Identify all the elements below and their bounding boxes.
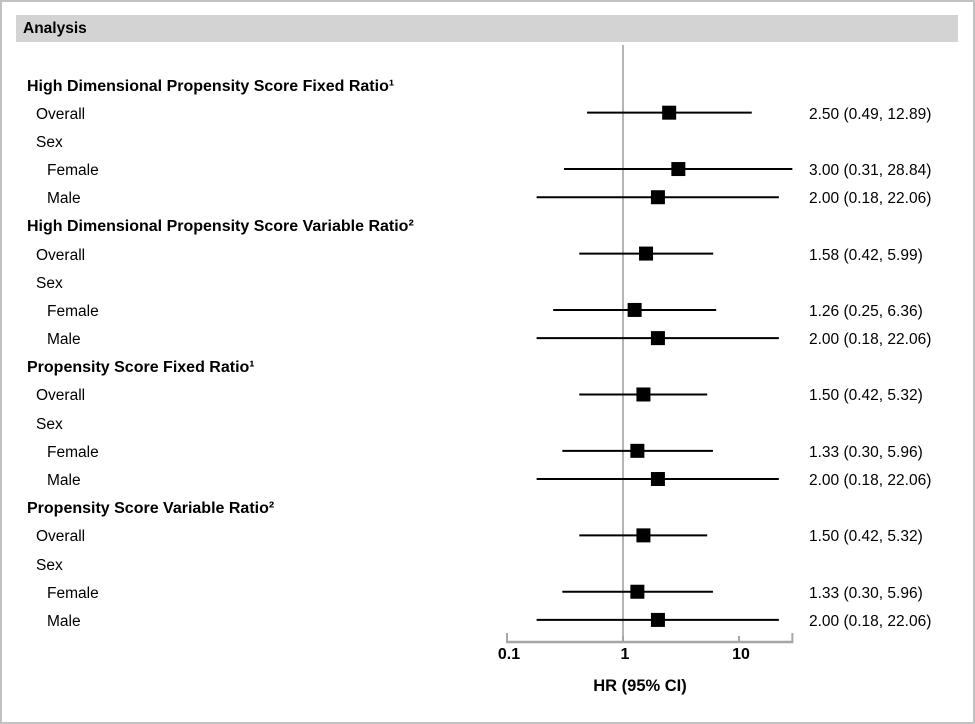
analysis-group-label: Propensity Score Variable Ratio² [27, 500, 275, 518]
analysis-row-label: Sex [36, 556, 63, 574]
point-marker [671, 162, 686, 177]
analysis-group-label: High Dimensional Propensity Score Variab… [27, 218, 414, 236]
estimate-value: 2.00 (0.18, 22.06) [809, 612, 932, 630]
analysis-row-label: Overall [36, 387, 86, 405]
analysis-row-label: Overall [36, 528, 86, 546]
analysis-row-label: Male [47, 472, 81, 490]
x-axis-title: HR (95% CI) [593, 677, 687, 695]
estimate-value: 3.00 (0.31, 28.84) [809, 162, 932, 180]
estimate-value: 1.58 (0.42, 5.99) [809, 246, 923, 264]
analysis-row-label: Male [47, 331, 81, 349]
estimate-value: 2.00 (0.18, 22.06) [809, 190, 932, 208]
point-marker [650, 331, 665, 346]
x-axis-tick-label: 0.1 [497, 646, 521, 663]
analysis-row-label: Female [47, 302, 99, 320]
point-marker [650, 190, 665, 205]
analysis-header-bar: Analysis [16, 15, 958, 42]
estimate-value: 2.50 (0.49, 12.89) [809, 105, 932, 123]
analysis-row-label: Sex [36, 133, 63, 151]
analysis-row-label: Overall [36, 105, 86, 123]
analysis-row-label: Female [47, 443, 99, 461]
analysis-row-label: Sex [36, 274, 63, 292]
analysis-row-label: Male [47, 190, 81, 208]
point-marker [636, 528, 651, 543]
estimate-value: 1.50 (0.42, 5.32) [809, 387, 923, 405]
point-marker [662, 105, 677, 120]
analysis-row-label: Male [47, 612, 81, 630]
analysis-row-label: Female [47, 584, 99, 602]
estimate-value: 1.33 (0.30, 5.96) [809, 443, 923, 461]
analysis-group-label: High Dimensional Propensity Score Fixed … [27, 77, 395, 95]
estimate-value: 1.26 (0.25, 6.36) [809, 302, 923, 320]
point-marker [650, 472, 665, 487]
point-marker [630, 584, 645, 599]
analysis-row-label: Sex [36, 415, 63, 433]
analysis-row-label: Female [47, 162, 99, 180]
point-marker [639, 246, 654, 261]
x-axis-tick-label: 1 [620, 646, 630, 663]
analysis-group-label: Propensity Score Fixed Ratio¹ [27, 359, 255, 377]
analysis-header-label: Analysis [23, 20, 87, 37]
x-axis-tick-label: 10 [732, 646, 750, 663]
point-marker [630, 443, 645, 458]
estimate-value: 2.00 (0.18, 22.06) [809, 472, 932, 490]
analysis-row-label: Overall [36, 246, 86, 264]
estimate-value: 2.00 (0.18, 22.06) [809, 331, 932, 349]
point-marker [627, 302, 642, 317]
point-marker [650, 612, 665, 627]
estimate-value: 1.33 (0.30, 5.96) [809, 584, 923, 602]
point-marker [636, 387, 651, 402]
estimate-value: 1.50 (0.42, 5.32) [809, 528, 923, 546]
